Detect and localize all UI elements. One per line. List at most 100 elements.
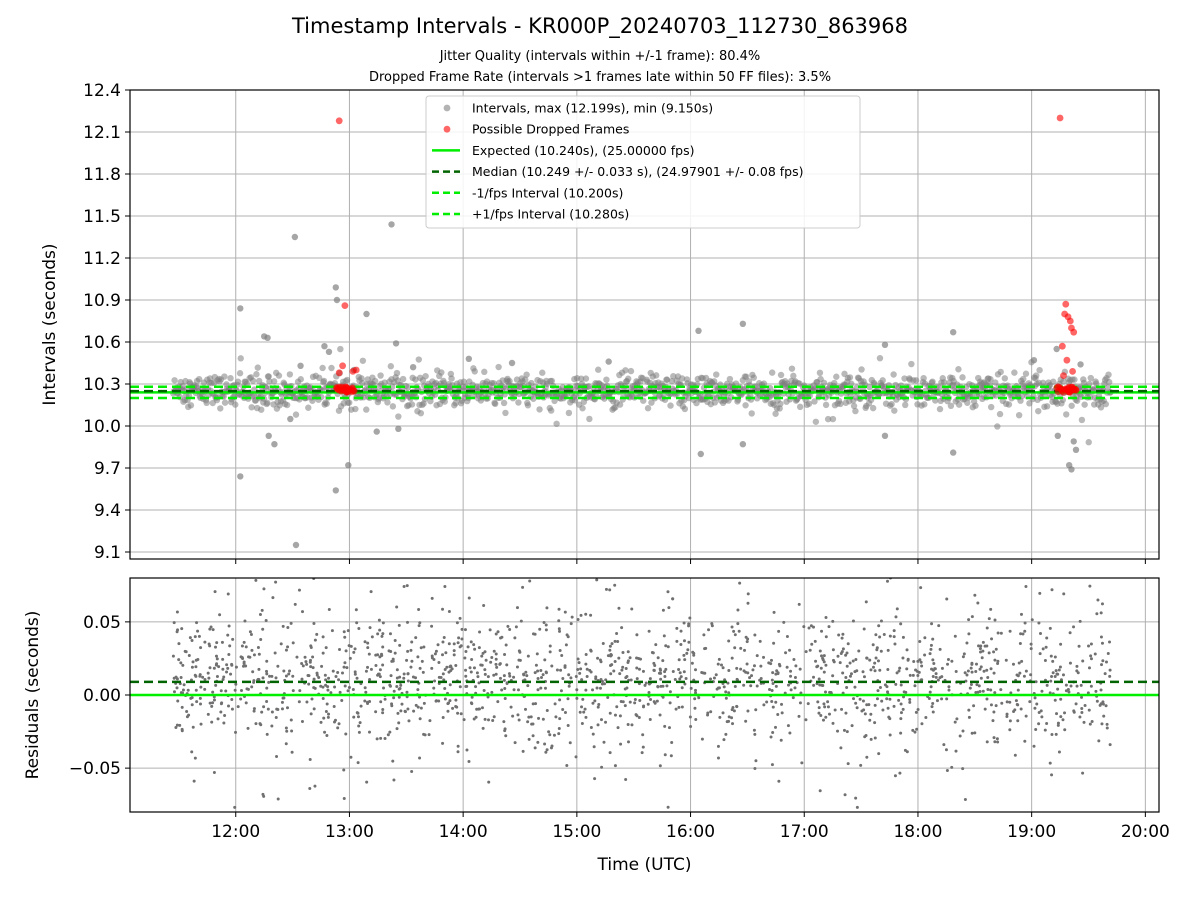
residual-point: [563, 610, 567, 614]
residual-point: [824, 663, 828, 667]
interval-point: [739, 441, 747, 448]
residual-point: [940, 675, 944, 679]
residual-point: [934, 818, 937, 821]
residual-point: [995, 737, 999, 741]
residual-point: [846, 762, 850, 766]
residual-point: [215, 641, 219, 645]
residual-point: [340, 699, 344, 703]
residual-point: [678, 677, 682, 681]
residual-point: [195, 700, 199, 704]
residual-point: [694, 691, 698, 695]
x-tick-label: 18:00: [893, 822, 942, 842]
residual-point: [531, 734, 535, 738]
residual-point: [254, 722, 258, 726]
residual-point: [260, 608, 264, 612]
residual-point: [194, 665, 198, 669]
residual-point: [950, 765, 954, 769]
residual-point: [381, 632, 385, 636]
residual-point: [1099, 688, 1103, 692]
residual-point: [779, 738, 783, 742]
residual-point: [398, 643, 402, 647]
residual-point: [1088, 722, 1092, 726]
residual-point: [558, 648, 562, 652]
residual-point: [861, 699, 865, 703]
residual-point: [343, 684, 347, 688]
dropped-frames: [333, 114, 1080, 396]
residual-point: [671, 669, 675, 673]
residual-point: [918, 658, 922, 662]
residual-point: [270, 724, 274, 728]
residual-point: [655, 699, 659, 703]
residual-point: [210, 704, 214, 708]
residual-point: [837, 633, 841, 637]
residual-point: [561, 708, 565, 712]
residual-point: [690, 661, 694, 665]
residual-point: [694, 668, 698, 672]
residual-point: [286, 625, 290, 629]
residual-point: [1056, 721, 1060, 725]
interval-point: [1020, 375, 1027, 383]
interval-point: [726, 375, 734, 383]
interval-point: [524, 402, 532, 409]
residual-point: [930, 705, 934, 709]
residual-point: [629, 678, 633, 682]
residual-point: [396, 711, 400, 715]
residual-point: [383, 697, 387, 701]
residual-point: [180, 729, 184, 733]
residual-point: [831, 648, 835, 652]
residual-point: [888, 697, 892, 701]
residual-point: [1063, 711, 1067, 715]
residual-point: [981, 649, 985, 653]
residual-point: [585, 674, 589, 678]
residual-point: [477, 681, 481, 685]
residual-point: [397, 721, 401, 725]
residual-point: [819, 713, 823, 717]
residual-point: [723, 678, 727, 682]
interval-point: [697, 450, 704, 458]
residual-point: [973, 731, 977, 735]
residual-point: [437, 699, 441, 703]
residual-point: [829, 691, 833, 695]
residual-point: [1095, 612, 1099, 616]
residual-point: [848, 674, 852, 678]
residual-point: [398, 675, 402, 679]
residual-point: [226, 666, 230, 670]
residual-point: [366, 641, 370, 645]
residual-point: [395, 676, 399, 680]
residual-point: [972, 704, 976, 708]
residual-point: [301, 664, 305, 668]
legend-marker: [443, 104, 451, 112]
residual-point: [659, 671, 663, 675]
residual-point: [392, 696, 396, 700]
residual-point: [321, 696, 325, 700]
residual-point: [647, 629, 651, 633]
residual-point: [637, 667, 641, 671]
residual-point: [819, 666, 823, 670]
residual-point: [1078, 715, 1082, 719]
chart-subtitle-dropped: Dropped Frame Rate (intervals >1 frames …: [368, 70, 832, 85]
residual-point: [919, 660, 923, 664]
interval-point: [1102, 400, 1109, 408]
residual-point: [1017, 661, 1021, 665]
residual-point: [285, 706, 289, 710]
residual-point: [1043, 658, 1047, 662]
residual-point: [678, 671, 682, 675]
residual-point: [1072, 625, 1076, 629]
residual-point: [1015, 673, 1019, 677]
residual-point: [895, 671, 899, 675]
residual-point: [873, 669, 877, 673]
residual-point: [536, 677, 540, 681]
residual-point: [942, 743, 946, 747]
interval-point: [732, 380, 740, 387]
residual-point: [257, 652, 261, 656]
residual-point: [316, 812, 319, 815]
residual-point: [178, 723, 182, 727]
residual-point: [737, 629, 741, 633]
residual-point: [379, 736, 383, 740]
interval-point: [500, 399, 508, 407]
interval-point: [490, 380, 498, 387]
residual-point: [596, 656, 600, 660]
residual-point: [934, 672, 938, 676]
residual-point: [224, 689, 228, 693]
residual-point: [366, 646, 370, 650]
